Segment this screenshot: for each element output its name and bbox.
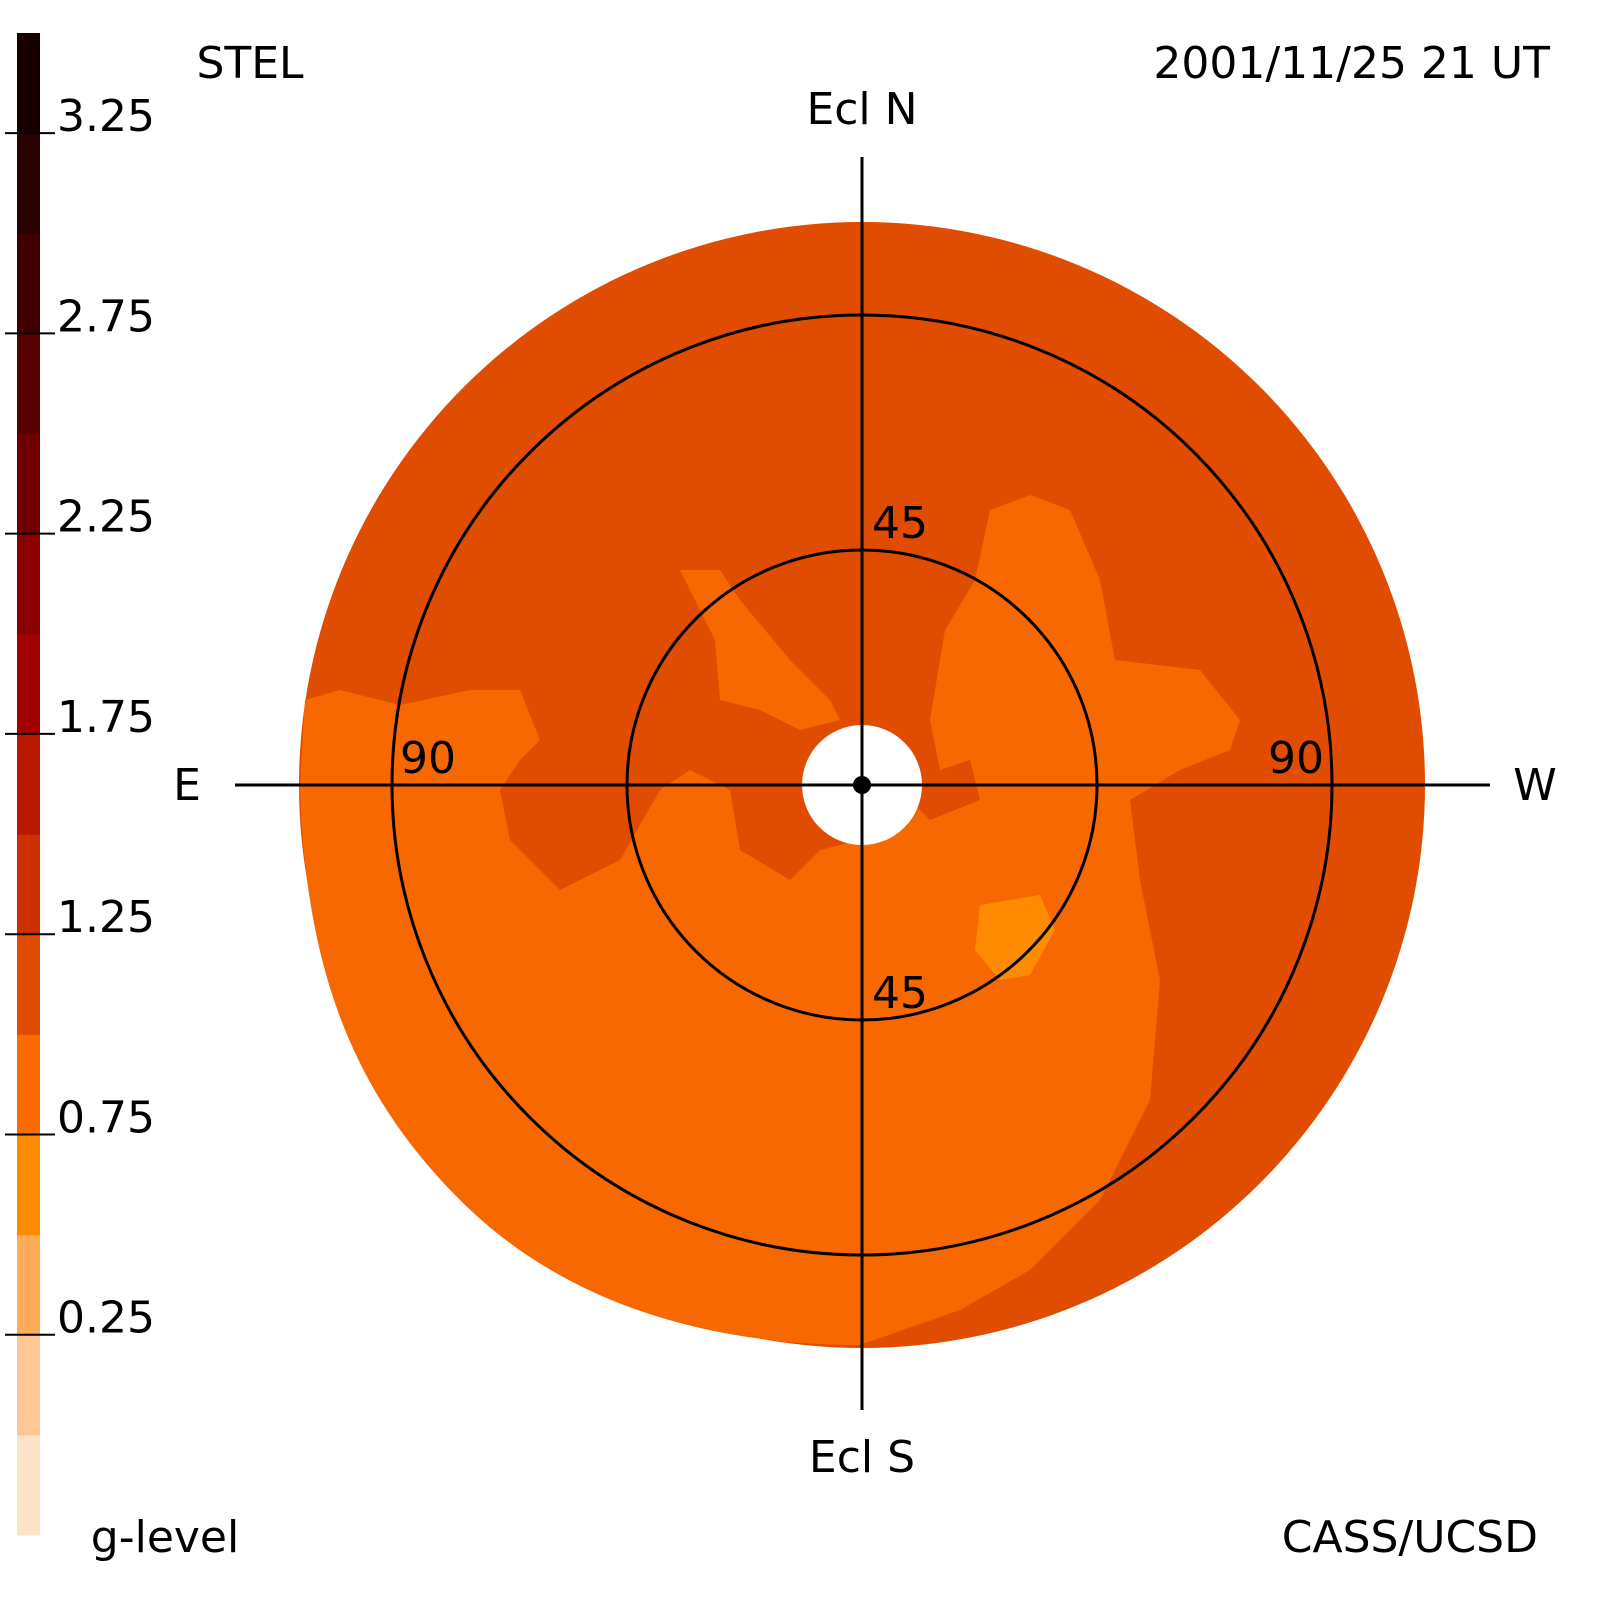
timestamp: 2001/11/25 21 UT bbox=[1153, 38, 1550, 89]
colorbar-tick-label: 2.25 bbox=[57, 492, 155, 543]
colorbar-segment bbox=[17, 533, 40, 635]
region-bright bbox=[975, 895, 1055, 980]
credit: CASS/UCSD bbox=[1282, 1512, 1538, 1563]
colorbar-segment bbox=[17, 834, 40, 935]
colorbar-segment bbox=[17, 633, 40, 735]
colorbar-segment bbox=[17, 133, 40, 234]
ring-label: 90 bbox=[400, 733, 456, 784]
colorbar-tick-label: 3.25 bbox=[57, 91, 155, 142]
instrument-label: STEL bbox=[196, 38, 304, 89]
sky-disk bbox=[235, 157, 1490, 1410]
colorbar-segment bbox=[17, 733, 40, 835]
ring-label: 45 bbox=[872, 968, 928, 1019]
colorbar-label: g-level bbox=[91, 1512, 239, 1563]
colorbar-segment bbox=[17, 333, 40, 435]
colorbar-tick-label: 1.25 bbox=[57, 892, 155, 943]
colorbar-tick-label: 2.75 bbox=[57, 291, 155, 342]
colorbar-segment bbox=[17, 1334, 40, 1436]
colorbar-segment bbox=[17, 1234, 40, 1336]
colorbar-segment bbox=[17, 1034, 40, 1135]
colorbar-tick-label: 0.25 bbox=[57, 1293, 155, 1344]
colorbar-segment bbox=[17, 233, 40, 334]
colorbar-segment bbox=[17, 1434, 40, 1536]
south-label: Ecl S bbox=[809, 1432, 915, 1483]
ring-label: 90 bbox=[1268, 733, 1324, 784]
ring-label: 45 bbox=[872, 498, 928, 549]
region-light-north bbox=[680, 570, 840, 730]
colorbar-tick-label: 0.75 bbox=[57, 1092, 155, 1143]
elongation-ring bbox=[390, 313, 1334, 1257]
colorbar-segment bbox=[17, 934, 40, 1035]
west-label: W bbox=[1513, 760, 1557, 811]
colorbar-tick-label: 1.75 bbox=[57, 692, 155, 743]
north-label: Ecl N bbox=[806, 84, 917, 135]
east-label: E bbox=[173, 760, 201, 811]
colorbar-segment bbox=[17, 33, 40, 134]
colorbar-segment bbox=[17, 433, 40, 535]
elongation-ring bbox=[625, 548, 1099, 1022]
region-light bbox=[300, 690, 860, 1345]
colorbar-segment bbox=[17, 1134, 40, 1236]
